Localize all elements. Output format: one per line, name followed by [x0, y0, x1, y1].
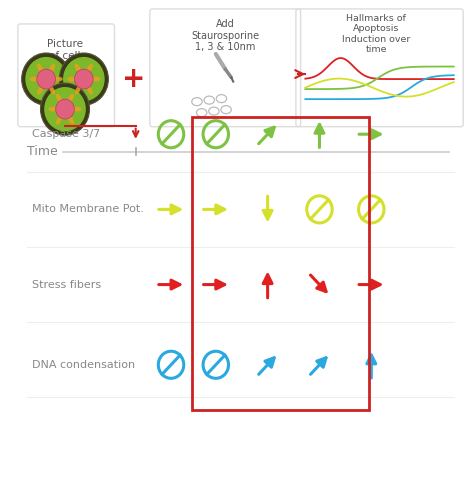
Ellipse shape [37, 64, 43, 72]
Text: Mito Membrane Pot.: Mito Membrane Pot. [32, 205, 144, 214]
Circle shape [44, 87, 86, 132]
Text: Add
Staurosporine
1, 3 & 10nm: Add Staurosporine 1, 3 & 10nm [191, 19, 259, 52]
Ellipse shape [48, 107, 57, 111]
Text: Hallmarks of
Apoptosis
Induction over
time: Hallmarks of Apoptosis Induction over ti… [342, 14, 410, 54]
Circle shape [74, 69, 93, 89]
Ellipse shape [87, 86, 93, 94]
Ellipse shape [75, 86, 81, 94]
Ellipse shape [68, 116, 74, 124]
Circle shape [37, 69, 55, 89]
Ellipse shape [73, 107, 82, 111]
Ellipse shape [37, 86, 43, 94]
Text: Time: Time [27, 145, 58, 158]
Text: Stress fibers: Stress fibers [32, 280, 101, 290]
Ellipse shape [87, 64, 93, 72]
Text: +: + [122, 65, 145, 93]
Circle shape [25, 57, 67, 101]
Circle shape [40, 83, 90, 135]
Ellipse shape [49, 86, 55, 94]
Circle shape [59, 53, 109, 105]
Text: Picture
of cell: Picture of cell [47, 39, 83, 60]
Text: DNA condensation: DNA condensation [32, 360, 135, 370]
Circle shape [22, 53, 71, 105]
Ellipse shape [56, 94, 62, 102]
Ellipse shape [68, 94, 74, 102]
Ellipse shape [54, 77, 63, 82]
Text: Caspase 3/7: Caspase 3/7 [32, 129, 100, 139]
Ellipse shape [67, 77, 76, 82]
Ellipse shape [75, 64, 81, 72]
Ellipse shape [56, 116, 62, 124]
Ellipse shape [29, 77, 38, 82]
Ellipse shape [92, 77, 100, 82]
Ellipse shape [49, 64, 55, 72]
Circle shape [63, 57, 105, 101]
Circle shape [55, 99, 74, 119]
